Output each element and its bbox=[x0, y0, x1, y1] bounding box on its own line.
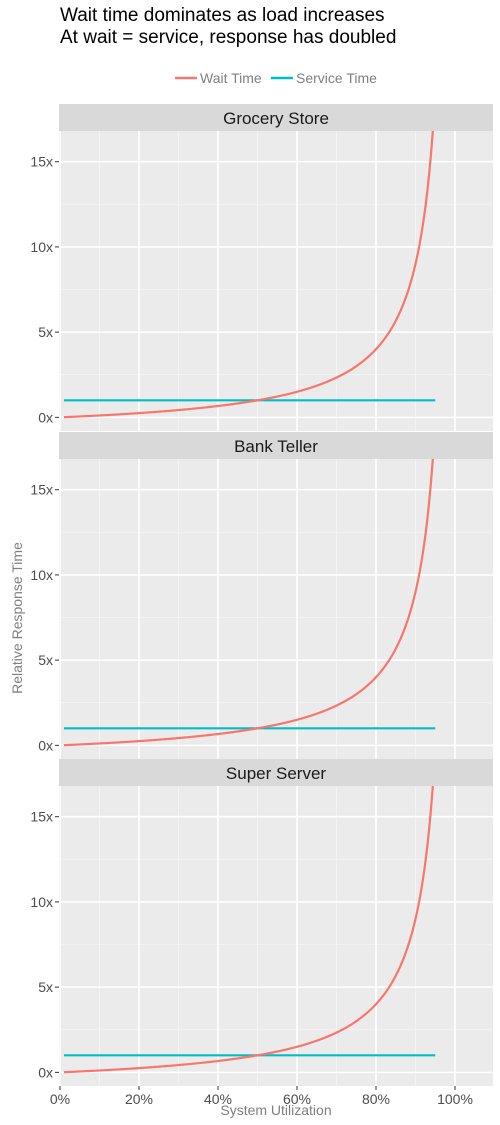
x-tick-label: 60% bbox=[283, 1091, 311, 1107]
panel-1: Grocery Store 0x 5x 10x 15x bbox=[30, 104, 493, 431]
y-tick-label: 15x bbox=[30, 482, 53, 498]
y-tick-label: 15x bbox=[30, 809, 53, 825]
plot-background bbox=[59, 459, 493, 759]
x-tick-label: 20% bbox=[125, 1091, 153, 1107]
series-wait-time bbox=[63, 786, 434, 1074]
panel-strip bbox=[59, 759, 493, 786]
panel-title: Bank Teller bbox=[234, 437, 318, 456]
x-tick-label: 40% bbox=[204, 1091, 232, 1107]
plot-background bbox=[59, 786, 493, 1086]
y-tick-label: 5x bbox=[38, 979, 53, 995]
x-tick-label: 80% bbox=[362, 1091, 390, 1107]
x-tick-label: 0% bbox=[50, 1091, 70, 1107]
plot-background bbox=[59, 131, 493, 431]
y-tick-label: 10x bbox=[30, 567, 53, 583]
title-line-2: At wait = service, response has doubled bbox=[60, 27, 397, 48]
legend-label-1: Wait Time bbox=[200, 70, 262, 86]
panel-title: Grocery Store bbox=[223, 109, 329, 128]
legend: Wait Time Service Time bbox=[175, 70, 377, 86]
y-tick-label: 0x bbox=[38, 1064, 53, 1080]
x-axis-title: System Utilization bbox=[220, 1102, 331, 1118]
legend-label-2: Service Time bbox=[296, 70, 377, 86]
y-tick-label: 10x bbox=[30, 894, 53, 910]
panel-2: Bank Teller 0x 5x 10x 15x bbox=[30, 432, 493, 759]
y-tick-label: 0x bbox=[38, 737, 53, 753]
y-tick-label: 0x bbox=[38, 409, 53, 425]
panel-3: Super Server 0x 5x 10x 15x bbox=[30, 759, 493, 1086]
title-line-1: Wait time dominates as load increases bbox=[60, 5, 385, 26]
chart-title: Wait time dominates as load increases At… bbox=[60, 5, 396, 49]
panel-strip bbox=[59, 432, 493, 459]
x-tick-label: 100% bbox=[437, 1091, 473, 1107]
panel-strip bbox=[59, 104, 493, 131]
y-tick-label: 5x bbox=[38, 652, 53, 668]
y-tick-label: 5x bbox=[38, 324, 53, 340]
y-axis-title: Relative Response Time bbox=[9, 542, 25, 694]
y-tick-label: 10x bbox=[30, 239, 53, 255]
series-wait-time bbox=[63, 131, 434, 419]
series-wait-time bbox=[63, 459, 434, 747]
y-tick-label: 15x bbox=[30, 154, 53, 170]
panel-title: Super Server bbox=[226, 764, 326, 783]
